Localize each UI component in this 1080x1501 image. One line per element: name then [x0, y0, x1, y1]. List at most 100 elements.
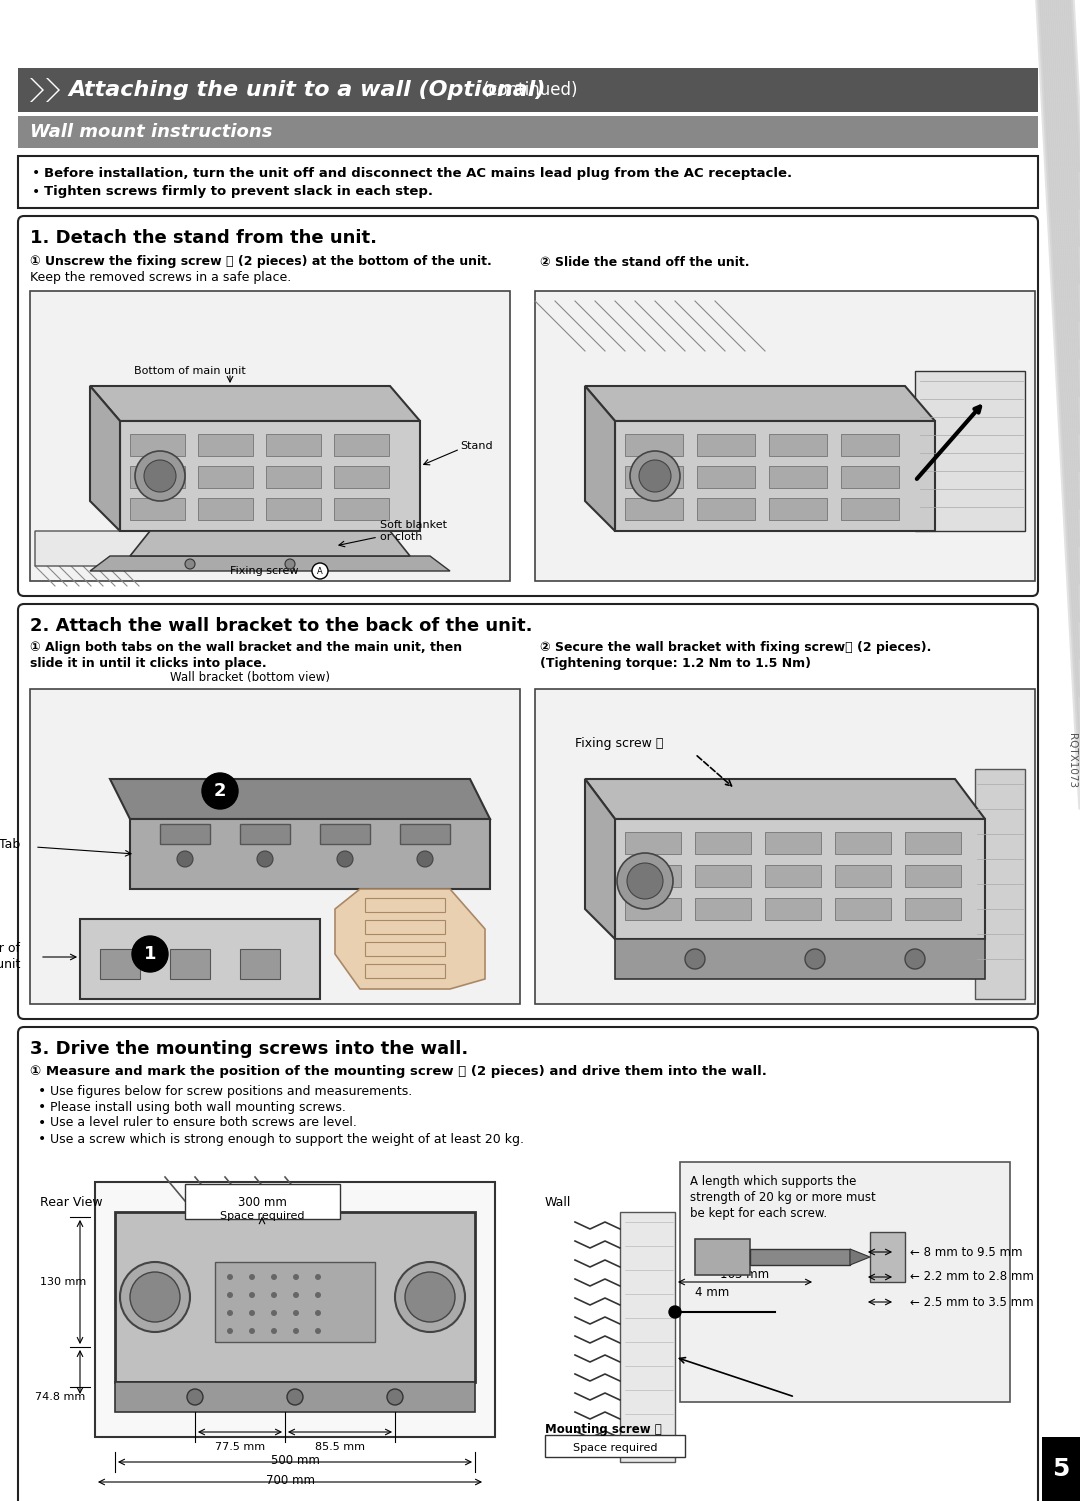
Text: ← 2.2 mm to 2.8 mm: ← 2.2 mm to 2.8 mm: [910, 1270, 1034, 1283]
Bar: [365, 898, 445, 913]
Text: •: •: [38, 1084, 46, 1099]
Text: A: A: [318, 566, 323, 575]
Bar: [334, 465, 389, 488]
Circle shape: [227, 1310, 233, 1316]
Text: strength of 20 kg or more must: strength of 20 kg or more must: [690, 1192, 876, 1204]
Text: Mounting screw Ⓒ: Mounting screw Ⓒ: [545, 1423, 662, 1436]
Bar: [18, 68, 1038, 113]
Bar: [680, 1162, 1010, 1402]
Circle shape: [315, 1274, 321, 1280]
Circle shape: [285, 558, 295, 569]
Bar: [400, 824, 450, 844]
Text: Rear of: Rear of: [0, 943, 21, 956]
Circle shape: [227, 1328, 233, 1334]
Circle shape: [387, 1388, 403, 1405]
Circle shape: [315, 1310, 321, 1316]
Bar: [365, 964, 445, 979]
Bar: [696, 1238, 750, 1274]
Polygon shape: [90, 386, 420, 420]
Bar: [114, 1211, 475, 1382]
Bar: [130, 465, 185, 488]
Text: Rear View: Rear View: [40, 1195, 103, 1208]
Text: 700 mm: 700 mm: [266, 1474, 314, 1486]
Text: •: •: [38, 1100, 46, 1114]
Text: 5: 5: [1052, 1457, 1069, 1481]
Bar: [841, 434, 899, 456]
Polygon shape: [80, 919, 320, 1000]
Text: Space required: Space required: [572, 1442, 658, 1453]
Bar: [240, 949, 280, 979]
Circle shape: [249, 1328, 255, 1334]
Bar: [215, 1262, 375, 1342]
Circle shape: [249, 1310, 255, 1316]
Polygon shape: [850, 1249, 870, 1265]
Bar: [765, 865, 821, 887]
Text: Soft blanket
or cloth: Soft blanket or cloth: [380, 521, 447, 542]
Circle shape: [144, 459, 176, 492]
Text: 4 mm: 4 mm: [696, 1285, 729, 1298]
Bar: [30, 689, 519, 1004]
Bar: [625, 465, 683, 488]
Text: 2. Attach the wall bracket to the back of the unit.: 2. Attach the wall bracket to the back o…: [30, 617, 532, 635]
Bar: [95, 1181, 495, 1436]
Text: 500 mm: 500 mm: [271, 1453, 320, 1466]
Bar: [697, 434, 755, 456]
Circle shape: [293, 1292, 299, 1298]
Bar: [198, 465, 253, 488]
Text: •: •: [32, 185, 40, 200]
Circle shape: [627, 863, 663, 899]
Text: Bottom of main unit: Bottom of main unit: [134, 366, 246, 375]
Text: RQTX1073: RQTX1073: [1067, 734, 1077, 788]
Text: Wall bracket (bottom view): Wall bracket (bottom view): [170, 671, 330, 684]
Bar: [365, 943, 445, 956]
Circle shape: [227, 1292, 233, 1298]
Circle shape: [227, 1274, 233, 1280]
Circle shape: [905, 949, 924, 970]
Text: ① Align both tabs on the wall bracket and the main unit, then: ① Align both tabs on the wall bracket an…: [30, 641, 462, 654]
Circle shape: [202, 773, 238, 809]
Circle shape: [120, 1262, 190, 1331]
Text: be kept for each screw.: be kept for each screw.: [690, 1207, 827, 1220]
Bar: [841, 498, 899, 519]
Bar: [545, 1435, 685, 1457]
Polygon shape: [915, 371, 1025, 531]
Bar: [266, 434, 321, 456]
Circle shape: [639, 459, 671, 492]
Text: Fixing screw Ⓑ: Fixing screw Ⓑ: [575, 737, 663, 750]
Polygon shape: [975, 769, 1025, 1000]
Polygon shape: [585, 386, 935, 420]
Bar: [835, 898, 891, 920]
Bar: [535, 291, 1035, 581]
Bar: [835, 832, 891, 854]
FancyBboxPatch shape: [18, 603, 1038, 1019]
Text: Use figures below for screw positions and measurements.: Use figures below for screw positions an…: [50, 1085, 413, 1097]
Text: ② Slide the stand off the unit.: ② Slide the stand off the unit.: [540, 255, 750, 269]
Text: ← 8 mm to 9.5 mm: ← 8 mm to 9.5 mm: [910, 1246, 1023, 1258]
Circle shape: [293, 1310, 299, 1316]
Bar: [625, 832, 681, 854]
Bar: [769, 498, 827, 519]
Bar: [697, 498, 755, 519]
Circle shape: [130, 1271, 180, 1322]
Circle shape: [249, 1292, 255, 1298]
Text: Stand: Stand: [460, 441, 492, 450]
Bar: [905, 898, 961, 920]
Text: Space required: Space required: [219, 1211, 305, 1220]
Text: 1: 1: [144, 946, 157, 964]
Text: 300 mm: 300 mm: [238, 1195, 286, 1208]
Polygon shape: [35, 531, 370, 566]
Circle shape: [293, 1328, 299, 1334]
Circle shape: [271, 1274, 276, 1280]
Polygon shape: [615, 420, 935, 531]
Bar: [266, 465, 321, 488]
Polygon shape: [90, 386, 120, 531]
Polygon shape: [335, 889, 485, 989]
Circle shape: [337, 851, 353, 868]
Bar: [765, 832, 821, 854]
Text: •: •: [38, 1132, 46, 1145]
Text: 2: 2: [214, 782, 226, 800]
Circle shape: [187, 1388, 203, 1405]
Circle shape: [257, 851, 273, 868]
Bar: [160, 824, 210, 844]
Polygon shape: [585, 779, 985, 820]
